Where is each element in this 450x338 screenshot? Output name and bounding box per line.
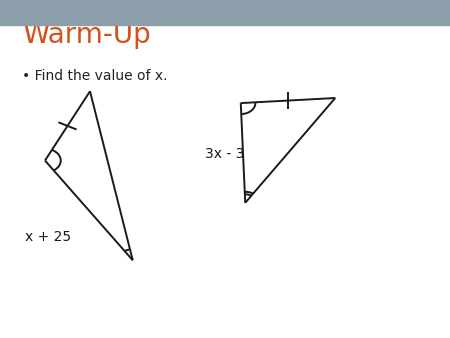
Text: • Find the value of x.: • Find the value of x.: [22, 69, 168, 83]
Text: x + 25: x + 25: [25, 230, 71, 244]
Text: 3x - 3: 3x - 3: [205, 147, 244, 161]
Text: Warm-Up: Warm-Up: [22, 22, 151, 49]
